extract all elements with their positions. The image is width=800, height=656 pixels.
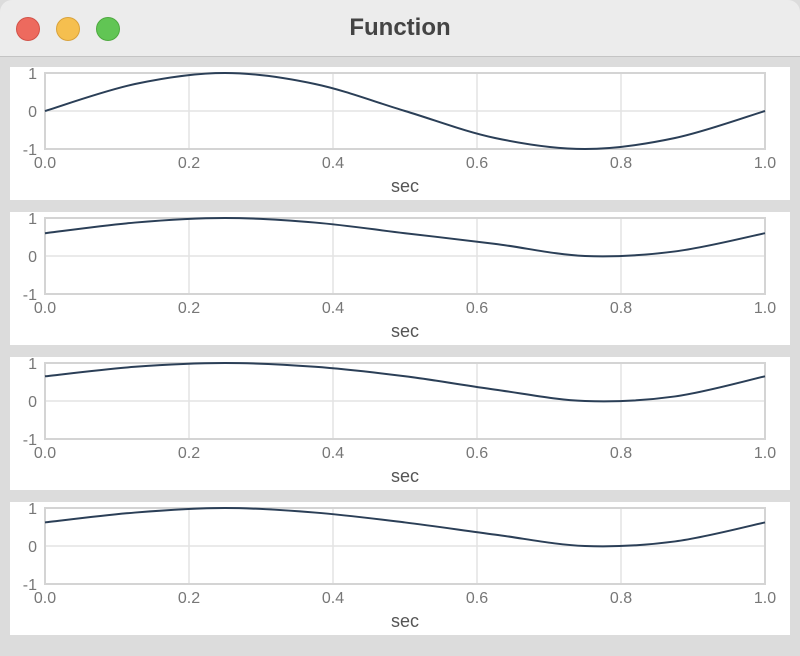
y-tick-label: 1 [28,502,37,518]
plot-frame [44,217,766,295]
x-tick-label: 0.4 [322,445,344,462]
chart-3: 1 0 -10.0 0.2 0.4 0.6 0.8 1.0 sec [23,357,776,486]
x-tick-label: 0.2 [178,590,200,607]
y-tick-label: 0 [28,249,37,266]
chart-2: 1 0 -10.0 0.2 0.4 0.6 0.8 1.0 sec [23,212,776,341]
y-tick-label: -1 [23,577,37,594]
y-tick-label: 0 [28,394,37,411]
window-title: Function [349,14,451,41]
y-tick-label: 0 [28,104,37,121]
x-tick-label: 0.0 [34,445,56,462]
x-tick-label: 0.2 [178,155,200,172]
minimize-button[interactable] [56,17,80,41]
x-tick-label: 0.4 [322,155,344,172]
x-tick-label: 0.8 [610,590,632,607]
zoom-button[interactable] [96,17,120,41]
x-tick-label: 0.8 [610,155,632,172]
x-tick-label: 0.6 [466,155,488,172]
x-tick-label: 1.0 [754,155,776,172]
plot-frame [44,362,766,440]
chart-1: 1 0 -10.0 0.2 0.4 0.6 0.8 1.0 sec [23,67,776,196]
x-tick-label: 0.4 [322,300,344,317]
chart-panel-2: 1 0 -1 0.0 0.2 0.4 0.6 0.8 1.0 sec [10,212,790,345]
x-axis-label: sec [391,321,419,341]
x-tick-label: 0.8 [610,300,632,317]
x-tick-label: 0.4 [322,590,344,607]
series-line [44,506,766,548]
y-tick-label: -1 [23,142,37,159]
x-tick-label: 0.6 [466,445,488,462]
y-tick-label: 1 [28,67,37,83]
chart-4: 1 0 -10.0 0.2 0.4 0.6 0.8 1.0 sec [23,502,776,631]
series-line [44,71,766,151]
x-tick-label: 1.0 [754,445,776,462]
chart-panel-3: 1 0 -1 0.0 0.2 0.4 0.6 0.8 1.0 sec [10,357,790,490]
x-tick-label: 0.6 [466,300,488,317]
x-axis-label: sec [391,611,419,631]
title-bar[interactable]: Function [0,0,800,57]
x-tick-label: 0.2 [178,300,200,317]
series-line [44,216,766,258]
x-axis-label: sec [391,466,419,486]
x-tick-label: 0.2 [178,445,200,462]
y-tick-label: 1 [28,357,37,373]
x-tick-label: 1.0 [754,590,776,607]
y-tick-label: -1 [23,432,37,449]
y-tick-label: -1 [23,287,37,304]
x-axis-label: sec [391,176,419,196]
y-tick-label: 1 [28,212,37,228]
x-tick-label: 0.8 [610,445,632,462]
x-tick-label: 0.6 [466,590,488,607]
x-tick-label: 0.0 [34,590,56,607]
chart-panel-4: 1 0 -1 0.0 0.2 0.4 0.6 0.8 1.0 sec [10,502,790,635]
chart-panel-1: 1 0 -1 0.0 0.2 0.4 0.6 0.8 1.0 sec [10,67,790,200]
x-tick-label: 1.0 [754,300,776,317]
y-tick-label: 0 [28,539,37,556]
x-tick-label: 0.0 [34,300,56,317]
x-tick-label: 0.0 [34,155,56,172]
plot-frame [44,507,766,585]
close-button[interactable] [16,17,40,41]
series-line [44,361,766,403]
